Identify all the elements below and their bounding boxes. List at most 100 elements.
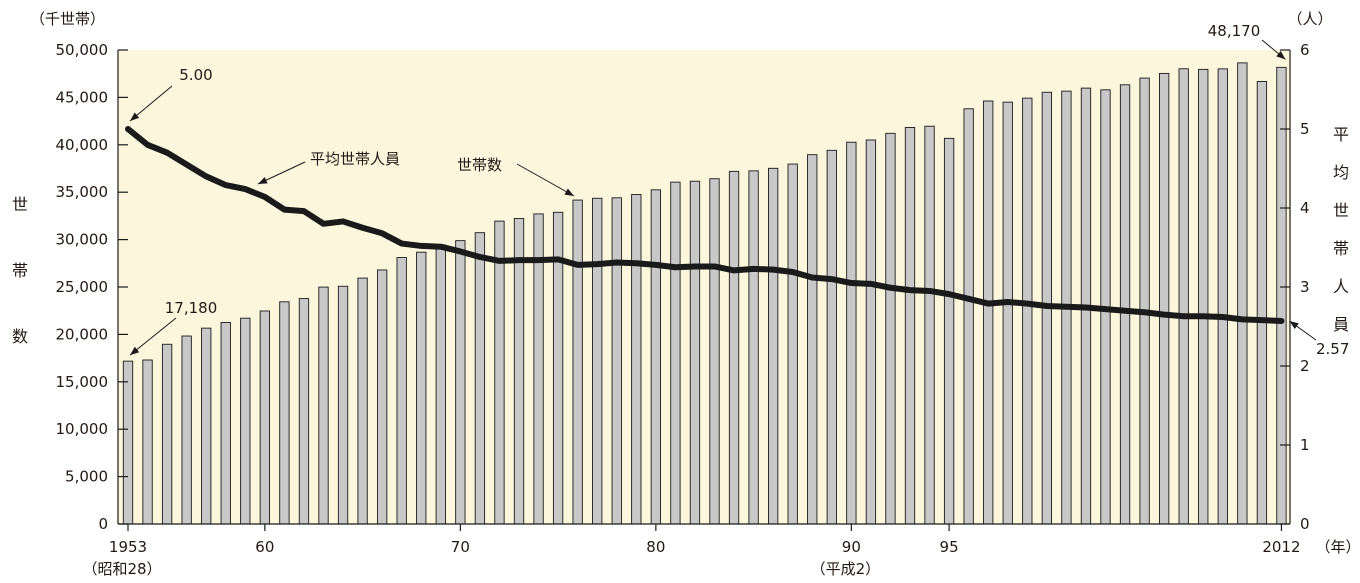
bar-1980 bbox=[650, 189, 662, 525]
bar-start-leader bbox=[129, 317, 177, 356]
bar-1959 bbox=[240, 317, 251, 525]
left-tick-label: 15,000 bbox=[56, 373, 109, 391]
line-point-1982 bbox=[694, 265, 696, 267]
line-start-value-label: 5.00 bbox=[179, 66, 212, 84]
bar-1967 bbox=[396, 257, 407, 525]
bar-end-leader-arrowhead bbox=[1276, 50, 1286, 60]
right-tick-label: 5 bbox=[1300, 120, 1310, 138]
left-tick-label: 20,000 bbox=[56, 325, 109, 343]
bar-2004 bbox=[1119, 84, 1131, 525]
line-series-leader-arrowhead bbox=[258, 177, 268, 184]
bar-1979 bbox=[631, 194, 642, 525]
right-axis-name-char: 人 bbox=[1333, 277, 1349, 296]
x-tick-label: 1953 bbox=[109, 538, 147, 556]
line-point-2004 bbox=[1124, 310, 1126, 312]
right-tick-label: 4 bbox=[1300, 199, 1310, 217]
plot-background bbox=[118, 50, 1290, 524]
right-tick-label: 1 bbox=[1300, 436, 1310, 454]
line-point-1958 bbox=[225, 184, 227, 186]
right-axis-name-char: 帯 bbox=[1333, 239, 1349, 258]
bar-2008 bbox=[1198, 68, 1209, 525]
right-axis-name-char: 世 bbox=[1333, 201, 1349, 220]
bar-1972 bbox=[494, 220, 505, 525]
line-point-2003 bbox=[1105, 308, 1106, 310]
bar-1961 bbox=[279, 301, 290, 525]
line-point-1996 bbox=[968, 298, 970, 300]
line-point-1965 bbox=[362, 227, 364, 229]
line-point-2010 bbox=[1241, 318, 1243, 320]
line-point-1995 bbox=[948, 293, 950, 295]
line-point-2002 bbox=[1085, 307, 1087, 309]
bar-1956 bbox=[181, 335, 192, 525]
bar-1955 bbox=[161, 343, 173, 525]
line-point-1992 bbox=[889, 287, 891, 289]
line-point-2008 bbox=[1202, 315, 1204, 317]
bar-1981 bbox=[670, 181, 681, 525]
average-size-line-layer bbox=[125, 126, 1285, 324]
left-axis-name-char: 帯 bbox=[12, 261, 28, 280]
bar-2011 bbox=[1256, 81, 1268, 525]
line-point-1989 bbox=[831, 278, 833, 280]
x-tick-label: 90 bbox=[842, 538, 861, 556]
bar-1957 bbox=[201, 327, 212, 525]
left-tick-label: 50,000 bbox=[56, 41, 109, 59]
line-point-2000 bbox=[1046, 305, 1048, 307]
line-end-value-label: 2.57 bbox=[1316, 340, 1349, 358]
bar-series-leader bbox=[516, 163, 575, 197]
left-axis-unit: （千世帯） bbox=[30, 10, 105, 28]
bar-1986 bbox=[768, 167, 779, 525]
line-point-1961 bbox=[283, 209, 285, 211]
labels: （千世帯） （人） （年） 世帯数 平均世帯人員 bbox=[12, 10, 1360, 556]
left-tick-label: 5,000 bbox=[65, 468, 108, 486]
line-point-1977 bbox=[596, 263, 598, 265]
bar-start-leader-arrowhead bbox=[130, 346, 140, 356]
line-point-1987 bbox=[792, 271, 794, 273]
bar-1994 bbox=[924, 125, 935, 525]
right-axis-name-char: 平 bbox=[1333, 125, 1349, 144]
right-axis-name-char: 均 bbox=[1333, 163, 1349, 182]
bar-1992 bbox=[885, 132, 896, 525]
line-point-1960 bbox=[264, 196, 266, 198]
line-point-1973 bbox=[518, 259, 520, 261]
line-point-1955 bbox=[166, 152, 168, 154]
bar-1971 bbox=[474, 232, 486, 525]
bar-1954 bbox=[142, 359, 153, 525]
line-point-1953 bbox=[127, 128, 129, 130]
bar-1993 bbox=[904, 126, 916, 525]
bar-1985 bbox=[748, 170, 759, 525]
left-tick-label: 25,000 bbox=[56, 278, 109, 296]
bar-1966 bbox=[377, 269, 388, 525]
bar-1988 bbox=[807, 154, 818, 525]
line-point-1956 bbox=[186, 164, 188, 166]
bar-1998 bbox=[1002, 101, 1013, 525]
line-series-label: 平均世帯人員 bbox=[310, 150, 400, 168]
line-point-1969 bbox=[440, 246, 442, 248]
annotations: 5.00 2.57 17,180 48,170 平均世帯人員 世帯数 bbox=[129, 22, 1349, 358]
right-tick-label: 3 bbox=[1300, 278, 1310, 296]
line-start-leader-arrowhead bbox=[130, 112, 140, 121]
left-tick-label: 35,000 bbox=[56, 183, 109, 201]
bar-1977 bbox=[592, 197, 603, 525]
x-tick-label: 60 bbox=[255, 538, 274, 556]
bar-1999 bbox=[1022, 97, 1033, 525]
bar-1995 bbox=[943, 137, 955, 525]
bar-1962 bbox=[298, 298, 310, 525]
line-point-1984 bbox=[733, 269, 735, 271]
left-tick-label: 30,000 bbox=[56, 231, 109, 249]
left-tick-label: 40,000 bbox=[56, 136, 109, 154]
bar-1963 bbox=[318, 286, 329, 525]
line-point-1954 bbox=[147, 144, 149, 146]
average-size-line bbox=[125, 126, 1285, 324]
line-point-2006 bbox=[1163, 314, 1165, 316]
bar-1997 bbox=[983, 100, 994, 525]
x-tick-label: 2012 bbox=[1262, 538, 1300, 556]
bar-1991 bbox=[865, 139, 877, 525]
bar-2006 bbox=[1158, 72, 1170, 525]
left-tick-label: 10,000 bbox=[56, 420, 109, 438]
line-point-1994 bbox=[929, 290, 931, 292]
bar-1984 bbox=[728, 170, 740, 525]
line-point-1998 bbox=[1007, 301, 1009, 303]
bar-1982 bbox=[689, 180, 701, 525]
bar-2007 bbox=[1178, 68, 1189, 525]
